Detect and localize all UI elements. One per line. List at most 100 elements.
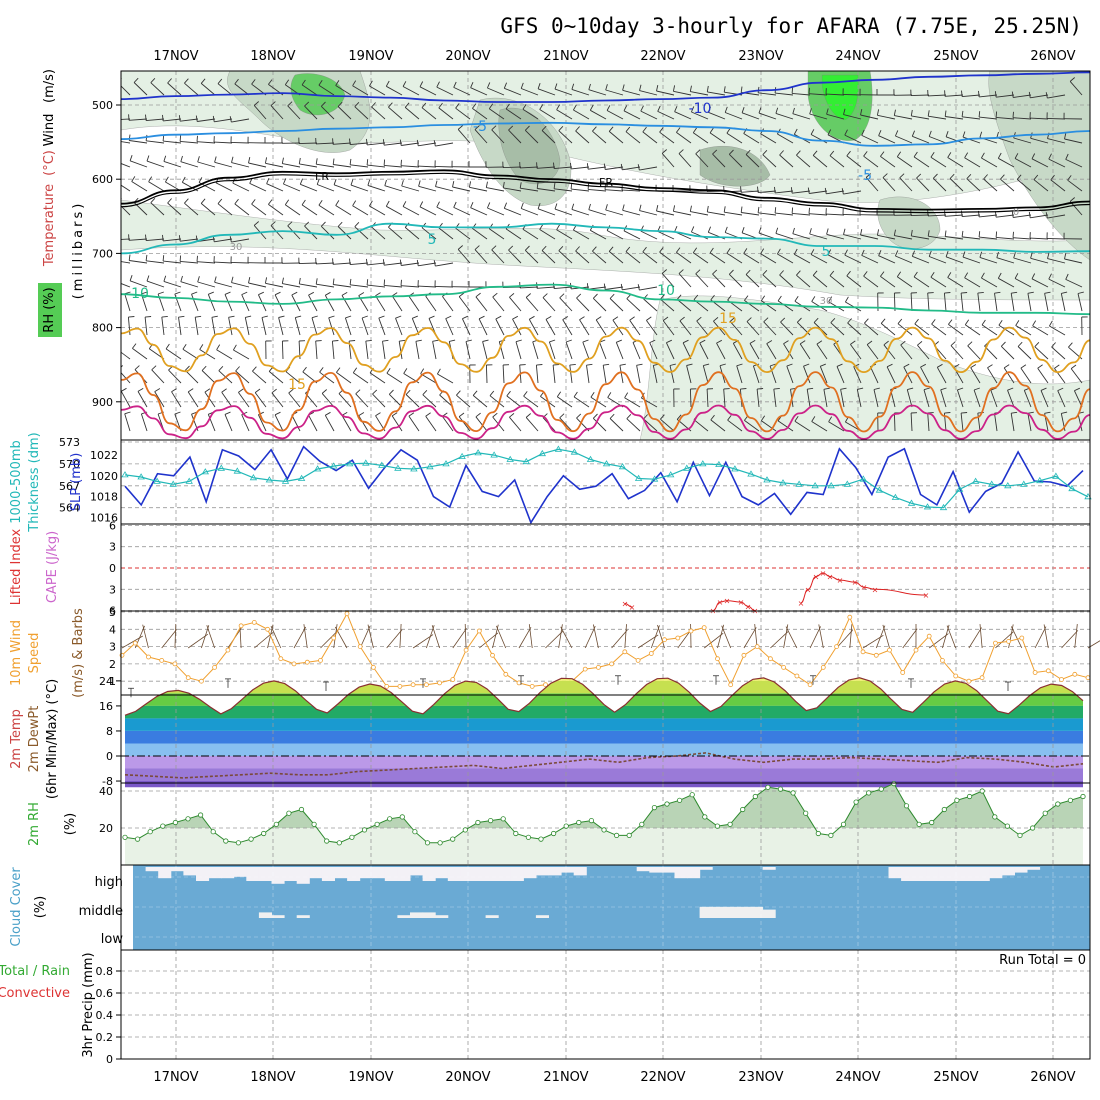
wind-barb: [287, 105, 301, 120]
wind-barb-flag: [1044, 291, 1051, 294]
wind-barb-flag: [588, 203, 591, 210]
wind-barb: [278, 317, 284, 336]
wind-barb: [285, 204, 301, 216]
cloud-gap-high: [649, 867, 663, 873]
thickness-marker: [474, 449, 482, 456]
wind-barb: [434, 285, 454, 288]
wind-barb-flag: [418, 180, 421, 187]
wind-barb-flag: [254, 388, 261, 393]
wind-barb: [474, 129, 488, 144]
wind-barb-flag: [945, 251, 949, 257]
wind-barb-flag: [437, 368, 441, 375]
wind10-barb: [704, 632, 724, 649]
wind10-speed-marker: [198, 678, 204, 684]
wind-barb: [353, 372, 369, 384]
wind-barb: [294, 317, 301, 336]
wind-barb-flag: [847, 318, 852, 324]
wind10-speed-marker: [423, 682, 429, 688]
wind-barb: [371, 226, 386, 240]
wind-barb-flag: [245, 315, 252, 318]
wind-barb-flag: [458, 412, 465, 417]
wind-barb: [470, 87, 488, 96]
wind-barb-flag: [470, 202, 474, 208]
wind-barb: [948, 324, 964, 336]
cloud-gap-high: [347, 867, 361, 881]
wind-barb: [282, 163, 301, 168]
cloud-gap-high: [397, 867, 411, 881]
wind-barb-flag: [112, 134, 113, 140]
wind-barb-flag: [187, 388, 194, 393]
wind-barb-flag: [913, 151, 918, 158]
wind-barb-flag: [270, 101, 276, 106]
wind-barb: [128, 118, 148, 121]
wind-barb: [121, 163, 131, 168]
wind-barb-flag: [1020, 364, 1027, 369]
wind-barb: [894, 115, 913, 120]
rh-marker: [929, 819, 935, 826]
wind-barb-flag: [571, 83, 575, 90]
wind-barb: [590, 396, 607, 408]
wind-barb-flag: [399, 339, 406, 342]
wind10-barb: [270, 625, 282, 649]
wind-barb-flag: [780, 317, 786, 323]
wind-barb: [457, 129, 471, 144]
wind-barb: [608, 251, 624, 264]
wind-barb-flag: [229, 236, 232, 243]
wind-barb: [606, 230, 624, 240]
wind-barb-flag: [228, 315, 235, 318]
wind-barb-flag: [608, 246, 614, 252]
wind-barb-flag: [468, 181, 472, 188]
wind-barb: [996, 116, 1015, 120]
wind-barb: [1044, 293, 1049, 312]
wind-barb-flag: [509, 293, 515, 298]
cloud-gap-high: [435, 867, 449, 879]
wind-barb-flag: [1017, 341, 1023, 347]
wind-barb-flag: [736, 363, 743, 367]
wind-barb-flag: [1069, 77, 1075, 82]
wind10-speed-marker: [1072, 671, 1078, 677]
cloud-gap-high: [1027, 867, 1041, 870]
wind-barb-flag: [994, 91, 997, 98]
wind-barb-flag: [920, 363, 927, 368]
wind-barb: [674, 111, 692, 120]
wind10-speed-marker: [132, 640, 138, 646]
wind-barb: [758, 212, 777, 216]
thickness-marker: [650, 475, 659, 482]
wind-barb: [590, 229, 607, 240]
wind-barb-flag: [799, 340, 806, 345]
wind-barb-flag: [876, 229, 880, 236]
cloud-gap-high: [938, 867, 952, 881]
wind-barb-flag: [472, 390, 478, 396]
wind-barb: [977, 413, 981, 432]
rh-marker: [387, 816, 393, 822]
wind-barb: [525, 297, 539, 312]
wind-barb-flag: [676, 414, 682, 420]
wind-barb-flag: [741, 227, 745, 233]
wind-barb: [930, 156, 947, 168]
wind-barb: [962, 214, 981, 218]
thickness-marker: [715, 460, 723, 467]
wind-barb: [408, 295, 420, 312]
wind-barb-flag: [1013, 252, 1016, 259]
wind-barb: [244, 317, 250, 336]
wind10-barb: [657, 624, 665, 649]
wind-barb-flag: [692, 247, 698, 253]
wind10-barb: [875, 625, 886, 649]
wind-barb: [178, 317, 182, 336]
wind-barb: [505, 108, 522, 120]
wind-barb: [1047, 138, 1066, 144]
wind-barb: [1034, 346, 1049, 360]
thickness-marker: [442, 460, 450, 467]
wind-barb-flag: [758, 227, 762, 234]
wind-barb: [270, 225, 284, 240]
wind-barb-flag: [592, 126, 597, 132]
wind-barb: [929, 256, 947, 264]
wind-barb: [592, 250, 607, 264]
rh-marker: [676, 797, 683, 803]
rh-marker: [147, 829, 153, 835]
wind10-speed-marker: [410, 682, 416, 688]
thickness-marker: [683, 464, 691, 471]
wind-barb: [927, 412, 930, 432]
cloud-gap-high: [372, 867, 386, 879]
